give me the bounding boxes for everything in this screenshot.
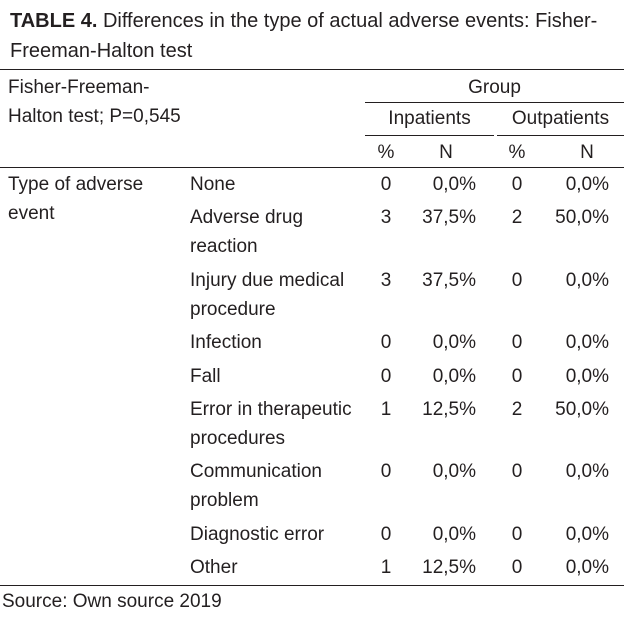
inpatients-n-cell: 0,0% (432, 174, 476, 195)
outpatients-n-cell: 0,0% (565, 332, 609, 353)
outpatients-header: Outpatients (511, 108, 610, 129)
outpatients-pct-cell: 0 (511, 174, 523, 195)
row-group-label-line2: event (8, 203, 55, 224)
subgroup-underline-inpatients (365, 135, 494, 136)
inpatients-n-cell: 0,0% (432, 461, 476, 482)
inpatients-pct-cell: 1 (380, 399, 392, 420)
subgroup-underline-outpatients (497, 135, 624, 136)
group-underline (365, 102, 624, 103)
inpatients-pct-cell: 3 (380, 207, 392, 228)
inpatients-pct-cell: 0 (380, 174, 392, 195)
outpatients-n-cell: 0,0% (565, 557, 609, 578)
inpatients-pct-cell: 0 (380, 524, 392, 545)
inpatients-pct-cell: 0 (380, 461, 392, 482)
outpatients-n-header: N (580, 142, 594, 163)
outpatients-pct-cell: 0 (511, 270, 523, 291)
inpatients-n-cell: 12,5% (422, 399, 476, 420)
group-header: Group (468, 77, 521, 98)
outpatients-pct-cell: 0 (511, 461, 523, 482)
caption-label: TABLE 4. (10, 10, 98, 32)
outpatients-pct-header: % (508, 142, 526, 163)
stub-header-line1: Fisher-Freeman- (8, 77, 150, 98)
row-label-continued: problem (190, 490, 259, 511)
row-label-continued: reaction (190, 236, 258, 257)
outpatients-n-cell: 50,0% (555, 207, 609, 228)
outpatients-pct-cell: 0 (511, 524, 523, 545)
inpatients-pct-cell: 0 (380, 366, 392, 387)
row-label: Other (190, 557, 238, 578)
outpatients-n-cell: 0,0% (565, 366, 609, 387)
outpatients-n-cell: 0,0% (565, 461, 609, 482)
header-bottom-rule (0, 167, 624, 168)
inpatients-pct-header: % (377, 142, 395, 163)
inpatients-n-cell: 0,0% (432, 366, 476, 387)
table-bottom-rule (0, 585, 624, 586)
inpatients-header: Inpatients (388, 108, 471, 129)
outpatients-n-cell: 0,0% (565, 270, 609, 291)
row-label: Injury due medical (190, 270, 345, 291)
outpatients-pct-cell: 0 (511, 366, 523, 387)
inpatients-pct-cell: 1 (380, 557, 392, 578)
row-label: Error in therapeutic (190, 399, 352, 420)
inpatients-pct-cell: 0 (380, 332, 392, 353)
inpatients-n-cell: 37,5% (422, 270, 476, 291)
inpatients-n-cell: 37,5% (422, 207, 476, 228)
row-label: Diagnostic error (190, 524, 325, 545)
outpatients-n-cell: 0,0% (565, 174, 609, 195)
caption-text: Differences in the type of actual advers… (10, 10, 598, 62)
table-caption: TABLE 4. Differences in the type of actu… (10, 6, 625, 66)
outpatients-pct-cell: 2 (511, 399, 523, 420)
row-label-continued: procedures (190, 428, 286, 449)
outpatients-n-cell: 50,0% (555, 399, 609, 420)
outpatients-pct-cell: 0 (511, 332, 523, 353)
outpatients-pct-cell: 2 (511, 207, 523, 228)
table-top-rule (0, 69, 624, 70)
row-label: Fall (190, 366, 221, 387)
row-label: Communication (190, 461, 322, 482)
inpatients-n-cell: 0,0% (432, 332, 476, 353)
source-note: Source: Own source 2019 (2, 591, 222, 612)
row-group-label-line1: Type of adverse (8, 174, 144, 195)
inpatients-n-header: N (439, 142, 453, 163)
inpatients-n-cell: 0,0% (432, 524, 476, 545)
row-label: Adverse drug (190, 207, 304, 228)
outpatients-n-cell: 0,0% (565, 524, 609, 545)
inpatients-n-cell: 12,5% (422, 557, 476, 578)
row-label: Infection (190, 332, 262, 353)
stub-header-line2: Halton test; P=0,545 (8, 106, 181, 127)
row-label: None (190, 174, 236, 195)
row-label-continued: procedure (190, 299, 276, 320)
inpatients-pct-cell: 3 (380, 270, 392, 291)
outpatients-pct-cell: 0 (511, 557, 523, 578)
